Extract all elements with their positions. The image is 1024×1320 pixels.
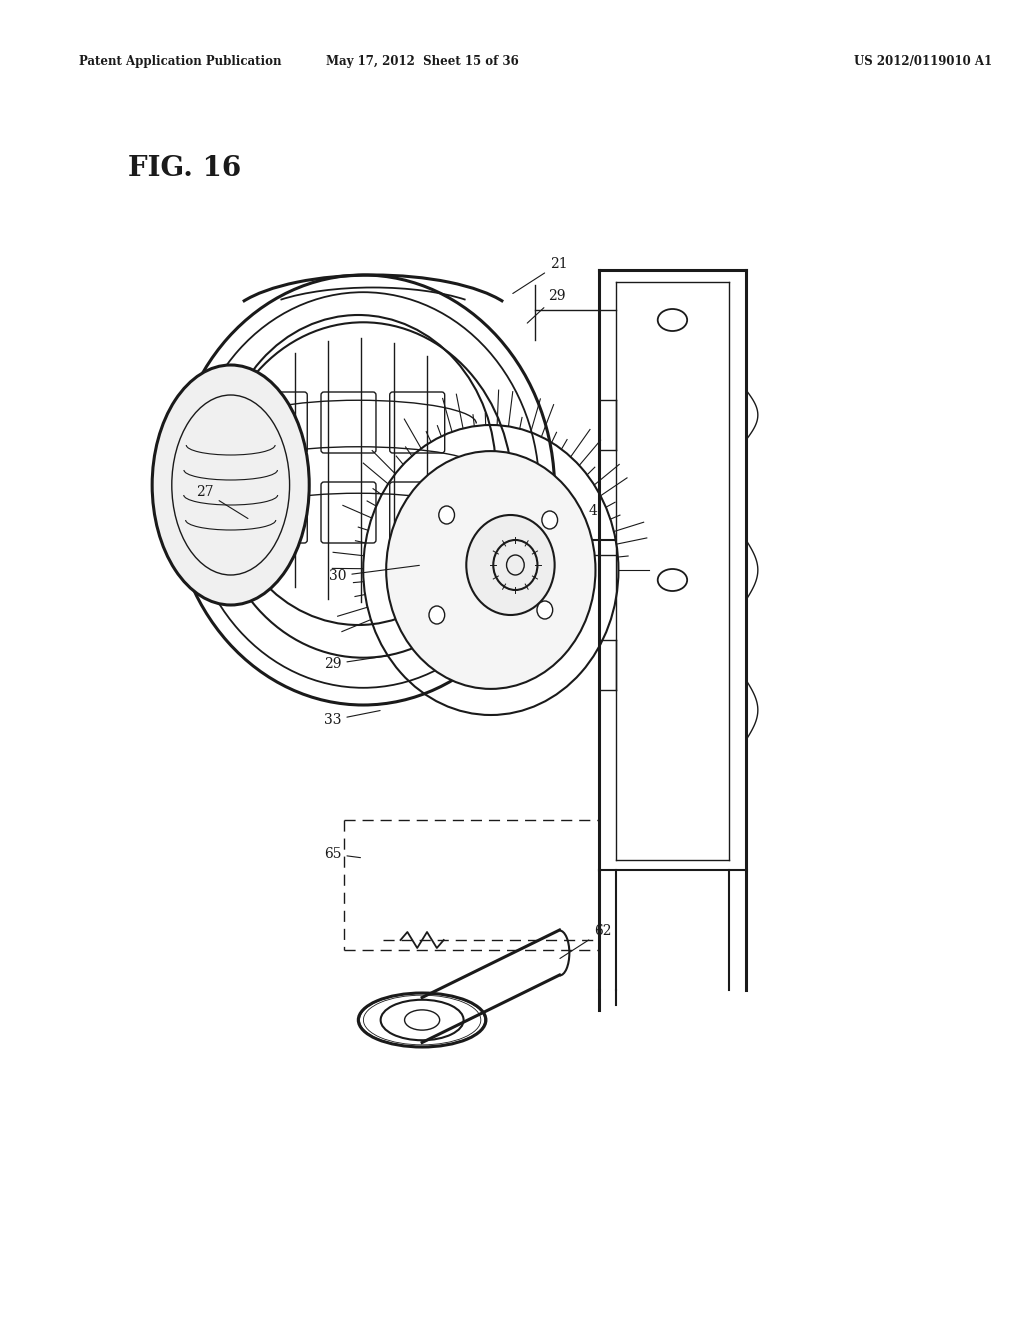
- Text: US 2012/0119010 A1: US 2012/0119010 A1: [854, 55, 992, 69]
- Ellipse shape: [153, 366, 309, 605]
- Text: 33: 33: [324, 710, 380, 727]
- Ellipse shape: [386, 451, 596, 689]
- Ellipse shape: [429, 606, 444, 624]
- Ellipse shape: [537, 601, 553, 619]
- Text: 62: 62: [560, 924, 611, 958]
- Ellipse shape: [439, 506, 455, 524]
- Text: May 17, 2012  Sheet 15 of 36: May 17, 2012 Sheet 15 of 36: [326, 55, 518, 69]
- Ellipse shape: [466, 515, 555, 615]
- Text: 27: 27: [197, 484, 248, 519]
- Ellipse shape: [542, 511, 558, 529]
- Text: 21: 21: [513, 257, 567, 293]
- Text: 29: 29: [324, 656, 390, 671]
- Text: 4: 4: [589, 504, 598, 517]
- Text: 29: 29: [527, 289, 565, 323]
- Text: 30: 30: [329, 565, 420, 583]
- Text: FIG. 16: FIG. 16: [128, 154, 241, 181]
- Text: Patent Application Publication: Patent Application Publication: [79, 55, 281, 69]
- Text: 65: 65: [324, 847, 360, 861]
